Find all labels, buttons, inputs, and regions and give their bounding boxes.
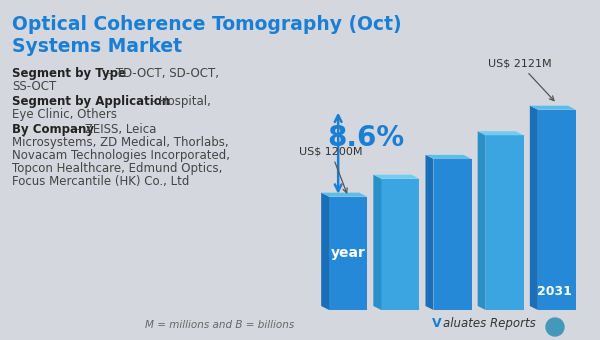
Polygon shape: [425, 155, 433, 310]
Text: - Hospital,: - Hospital,: [147, 95, 211, 108]
Text: - ZEISS, Leica: - ZEISS, Leica: [73, 123, 157, 136]
Text: - TD-OCT, SD-OCT,: - TD-OCT, SD-OCT,: [104, 67, 219, 80]
Polygon shape: [478, 131, 524, 135]
Polygon shape: [321, 193, 329, 310]
Text: Segment by Application: Segment by Application: [12, 95, 170, 108]
Polygon shape: [321, 193, 367, 197]
Polygon shape: [373, 175, 382, 310]
Polygon shape: [373, 175, 419, 179]
Text: year: year: [331, 246, 365, 260]
Circle shape: [546, 318, 564, 336]
Polygon shape: [530, 106, 538, 310]
FancyBboxPatch shape: [485, 135, 524, 310]
Text: Eye Clinic, Others: Eye Clinic, Others: [12, 108, 117, 121]
Text: 2031: 2031: [538, 285, 572, 298]
Text: SS-OCT: SS-OCT: [12, 80, 56, 93]
Text: Systems Market: Systems Market: [12, 37, 182, 56]
Polygon shape: [530, 106, 576, 110]
Text: Focus Mercantile (HK) Co., Ltd: Focus Mercantile (HK) Co., Ltd: [12, 175, 190, 188]
Text: Segment by Type: Segment by Type: [12, 67, 126, 80]
Text: US$ 1200M: US$ 1200M: [299, 147, 362, 193]
Text: Microsystems, ZD Medical, Thorlabs,: Microsystems, ZD Medical, Thorlabs,: [12, 136, 229, 149]
Polygon shape: [478, 131, 485, 310]
Polygon shape: [425, 155, 472, 159]
Text: 8.6%: 8.6%: [328, 124, 405, 152]
Text: By Company: By Company: [12, 123, 94, 136]
Text: Optical Coherence Tomography (Oct): Optical Coherence Tomography (Oct): [12, 15, 401, 34]
Text: Novacam Technologies Incorporated,: Novacam Technologies Incorporated,: [12, 149, 230, 162]
FancyBboxPatch shape: [538, 110, 576, 310]
Text: V: V: [432, 317, 442, 330]
FancyBboxPatch shape: [382, 179, 419, 310]
Text: M = millions and B = billions: M = millions and B = billions: [145, 320, 295, 330]
FancyBboxPatch shape: [329, 197, 367, 310]
Text: Topcon Healthcare, Edmund Optics,: Topcon Healthcare, Edmund Optics,: [12, 162, 223, 175]
FancyBboxPatch shape: [433, 159, 472, 310]
Text: aluates Reports: aluates Reports: [443, 317, 536, 330]
Text: US$ 2121M: US$ 2121M: [488, 59, 554, 101]
